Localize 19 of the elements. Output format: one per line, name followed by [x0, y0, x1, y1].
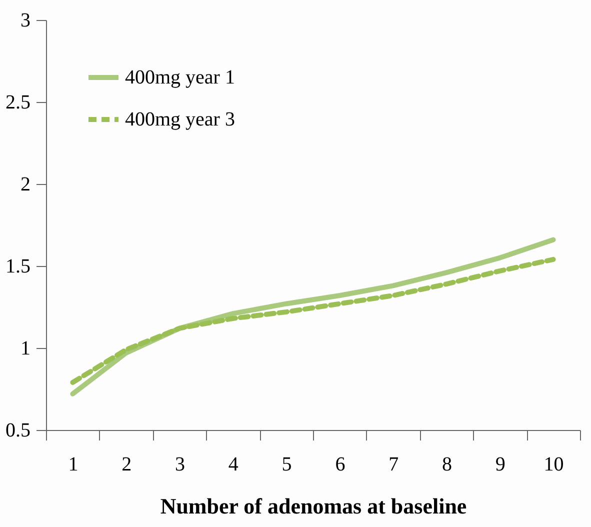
- y-tick-label: 1: [20, 338, 30, 360]
- x-tick-label: 2: [122, 454, 132, 476]
- x-tick-label: 9: [495, 454, 506, 476]
- x-tick-label: 1: [68, 454, 78, 476]
- x-tick-label: 3: [175, 454, 185, 476]
- x-tick-label: 6: [335, 454, 346, 476]
- y-tick-label: 2.5: [6, 92, 30, 114]
- x-tick-label: 8: [442, 454, 452, 476]
- x-tick-label: 4: [228, 454, 238, 476]
- legend-label: 400mg year 3: [125, 108, 235, 130]
- x-tick-label: 5: [282, 454, 292, 476]
- y-tick-label: 2: [20, 174, 30, 196]
- y-tick-label: 0.5: [6, 420, 30, 442]
- legend-label: 400mg year 1: [125, 66, 235, 88]
- x-tick-label: 7: [388, 454, 399, 476]
- y-tick-label: 1.5: [6, 256, 30, 278]
- y-tick-label: 3: [20, 10, 30, 32]
- x-tick-label: 10: [544, 454, 564, 476]
- x-axis-title: Number of adenomas at baseline: [160, 494, 467, 518]
